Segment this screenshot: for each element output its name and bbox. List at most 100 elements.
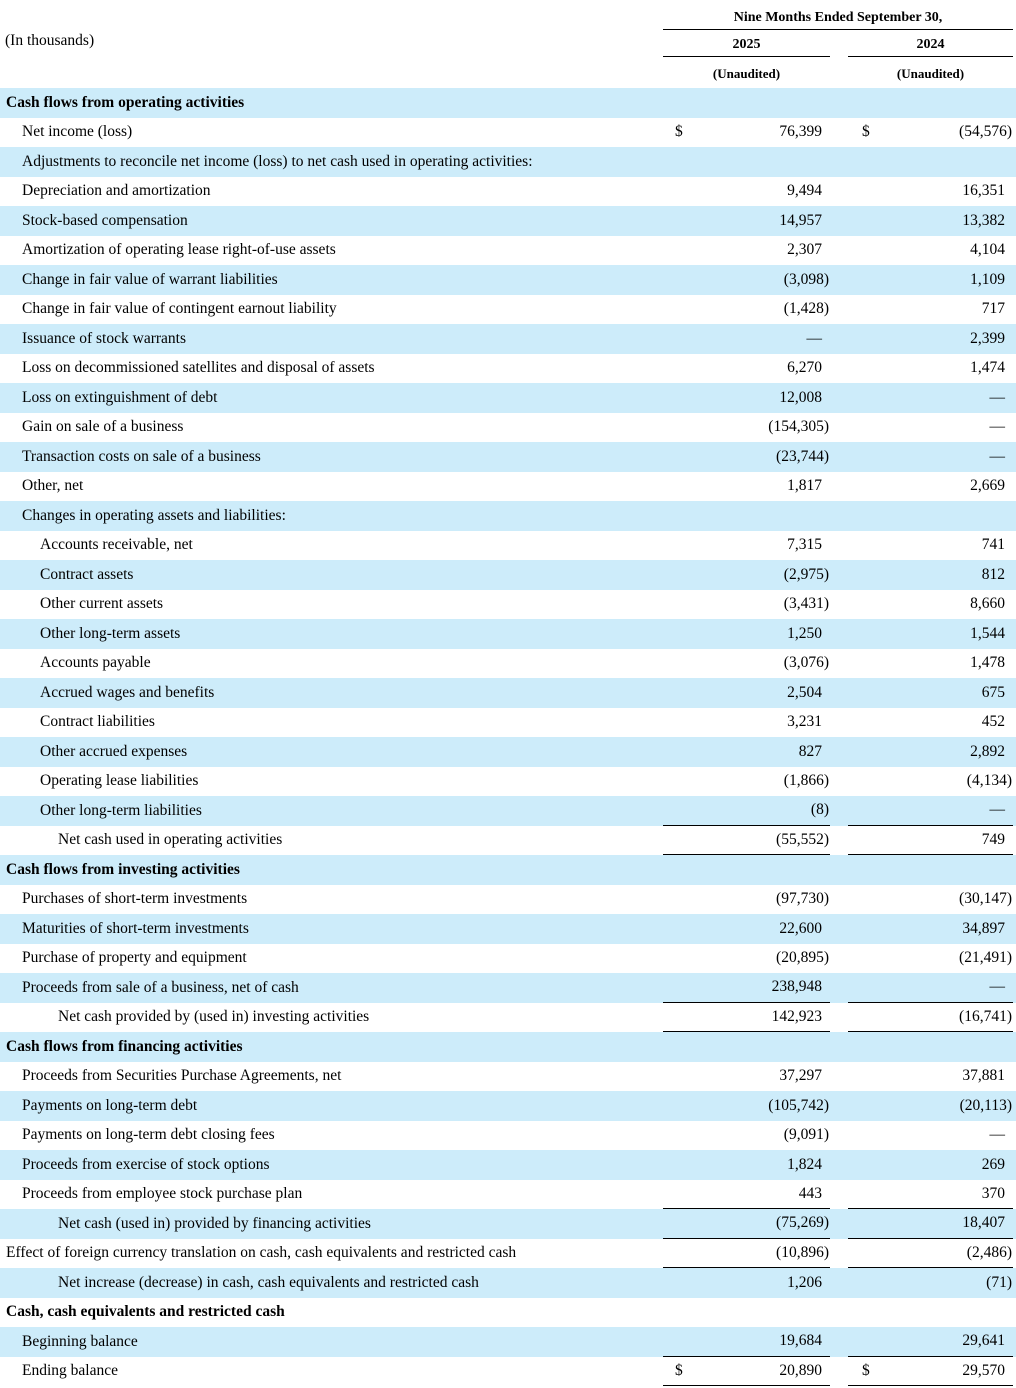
value-2025-cell: (1,428): [663, 295, 830, 325]
cell-value: 4,104: [970, 241, 1005, 259]
value-2024-cell: 675: [848, 678, 1013, 708]
cell-value: 717: [981, 300, 1005, 318]
cell-value: 827: [798, 742, 822, 760]
value-2025-cell: (55,552): [663, 826, 830, 855]
cell-value: 2,892: [970, 742, 1005, 760]
value-2025-cell: (3,431): [663, 590, 830, 620]
column-gap: [830, 767, 848, 797]
cell-value: (154,305): [768, 418, 829, 436]
cell-value: (97,730): [776, 890, 829, 908]
row-label: Issuance of stock warrants: [22, 329, 186, 347]
table-row: Stock-based compensation 14,957 13,382: [0, 206, 1016, 236]
cell-value: 2,307: [787, 241, 822, 259]
value-2024-cell: 2,399: [848, 324, 1013, 354]
cell-value: (55,552): [776, 830, 829, 848]
table-row: Purchases of short-term investments (97,7…: [0, 885, 1016, 915]
column-gap: [830, 973, 848, 1003]
cell-value: —: [989, 1126, 1006, 1144]
cell-value: 2,399: [970, 329, 1005, 347]
statement-rows: Cash flows from operating activities Net …: [0, 88, 1016, 1386]
column-gap: [830, 354, 848, 384]
cell-value: 29,570: [962, 1361, 1005, 1379]
value-2025-cell: (97,730): [663, 885, 830, 915]
unaudited-label-2024: (Unaudited): [896, 66, 965, 81]
cell-value: (105,742): [768, 1096, 829, 1114]
cell-value: —: [989, 801, 1006, 819]
value-2024-cell: (16,741): [848, 1003, 1013, 1032]
table-row: Ending balance $20,890 $29,570: [0, 1357, 1016, 1386]
cell-value: —: [989, 978, 1006, 996]
units-note: (In thousands): [5, 32, 95, 49]
table-row: Adjustments to reconcile net income (los…: [0, 147, 1016, 177]
table-row: Contract liabilities 3,231 452: [0, 708, 1016, 738]
row-label: Other accrued expenses: [40, 742, 188, 760]
column-gap: [830, 30, 848, 57]
column-gap: [830, 796, 848, 826]
row-label: Other, net: [22, 477, 84, 495]
column-gap: [830, 442, 848, 472]
cell-value: 76,399: [779, 123, 822, 141]
value-2025-cell: (10,896): [663, 1239, 830, 1268]
value-2024-cell: 741: [848, 531, 1013, 561]
value-2024-cell: —: [848, 973, 1013, 1003]
column-gap: [830, 295, 848, 325]
column-gap: [830, 944, 848, 974]
cell-value: (75,269): [776, 1214, 829, 1232]
table-row: Other accrued expenses 827 2,892: [0, 737, 1016, 767]
column-gap: [830, 1239, 848, 1269]
cell-value: 741: [981, 536, 1005, 554]
cell-value: 269: [981, 1155, 1005, 1173]
cell-value: 18,407: [962, 1214, 1005, 1232]
value-2024-cell: —: [848, 796, 1013, 826]
value-2024-cell: (4,134): [848, 767, 1013, 797]
value-2025-cell: $20,890: [663, 1357, 830, 1386]
value-2024-cell: 370: [848, 1180, 1013, 1209]
cell-value: (3,431): [783, 595, 829, 613]
column-gap: [830, 590, 848, 620]
row-label: Adjustments to reconcile net income (los…: [22, 152, 533, 170]
cell-value: —: [989, 388, 1006, 406]
table-row: Change in fair value of warrant liabilit…: [0, 265, 1016, 295]
row-label: Cash flows from investing activities: [6, 860, 240, 878]
period-title: Nine Months Ended September 30,: [663, 0, 1013, 30]
cell-value: 749: [981, 830, 1005, 848]
table-row: Net increase (decrease) in cash, cash eq…: [0, 1268, 1016, 1298]
table-row: Loss on decommissioned satellites and di…: [0, 354, 1016, 384]
row-label: Proceeds from sale of a business, net of…: [22, 978, 299, 996]
table-row: Other long-term liabilities (8) —: [0, 796, 1016, 826]
value-2024-cell: (20,113): [848, 1091, 1013, 1121]
row-label: Other long-term assets: [40, 624, 181, 642]
value-2024-cell: 717: [848, 295, 1013, 325]
value-2024-cell: 2,892: [848, 737, 1013, 767]
year-column-2025: 2025: [663, 30, 830, 57]
column-gap: [830, 236, 848, 266]
cell-value: 2,504: [787, 683, 822, 701]
value-2025-cell: 2,307: [663, 236, 830, 266]
cell-value: (8): [810, 801, 829, 819]
value-2025-cell: (154,305): [663, 413, 830, 443]
value-2024-cell: 1,109: [848, 265, 1013, 295]
value-2024-cell: —: [848, 1121, 1013, 1151]
section-header-row: Cash flows from investing activities: [0, 855, 1016, 885]
column-gap: [830, 1121, 848, 1151]
row-label: Net cash used in operating activities: [58, 831, 283, 849]
cell-value: (2,486): [966, 1243, 1012, 1261]
cell-value: 1,250: [787, 624, 822, 642]
column-gap: [830, 413, 848, 443]
value-2025-cell: 37,297: [663, 1062, 830, 1092]
table-row: Purchase of property and equipment (20,89…: [0, 944, 1016, 974]
cell-value: (30,147): [959, 890, 1012, 908]
row-label: Gain on sale of a business: [22, 418, 184, 436]
cell-value: 1,109: [970, 270, 1005, 288]
table-row: Net income (loss) $76,399 $ (54,576): [0, 118, 1016, 148]
cell-value: (54,576): [959, 123, 1012, 141]
value-2024-cell: 1,478: [848, 649, 1013, 679]
value-2025-cell: (1,866): [663, 767, 830, 797]
cell-value: 1,478: [970, 654, 1005, 672]
row-label: Accounts receivable, net: [40, 536, 193, 554]
row-label: Loss on extinguishment of debt: [22, 388, 218, 406]
cell-value: 22,600: [779, 919, 822, 937]
cell-value: (71): [986, 1273, 1012, 1291]
cell-value: 12,008: [779, 388, 822, 406]
